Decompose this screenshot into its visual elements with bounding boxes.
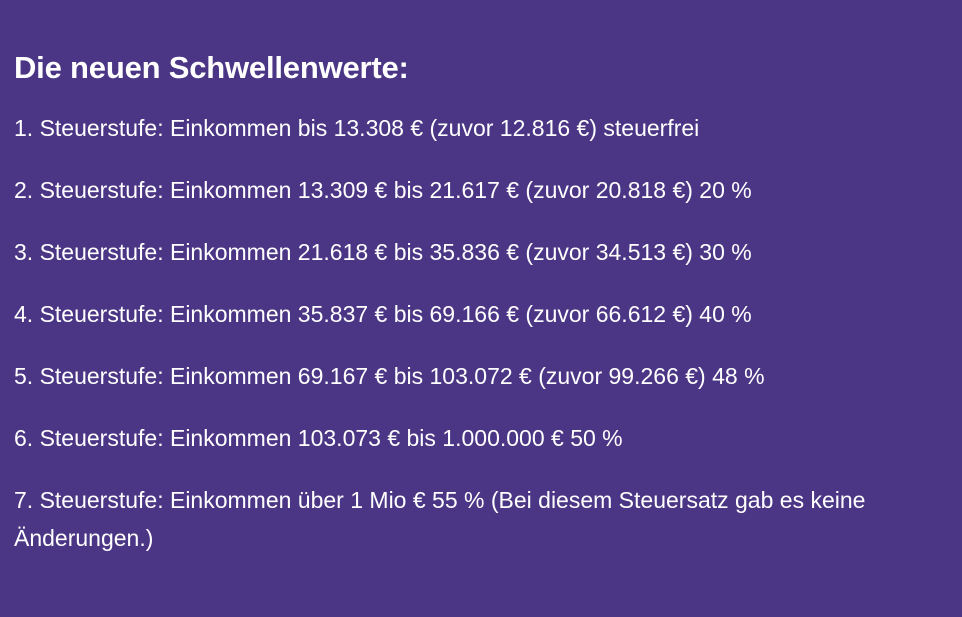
tax-tier-7: 7. Steuerstufe: Einkommen über 1 Mio € 5… [14,487,866,551]
tax-tier-5: 5. Steuerstufe: Einkommen 69.167 € bis 1… [14,363,765,389]
tax-tier-1: 1. Steuerstufe: Einkommen bis 13.308 € (… [14,115,700,141]
tax-tier-4: 4. Steuerstufe: Einkommen 35.837 € bis 6… [14,301,752,327]
section-heading: Die neuen Schwellenwerte: [14,50,409,85]
tax-tier-list: 1. Steuerstufe: Einkommen bis 13.308 € (… [14,109,946,557]
tax-tier-6: 6. Steuerstufe: Einkommen 103.073 € bis … [14,425,623,451]
tax-tier-2: 2. Steuerstufe: Einkommen 13.309 € bis 2… [14,177,752,203]
tax-tier-3: 3. Steuerstufe: Einkommen 21.618 € bis 3… [14,239,752,265]
